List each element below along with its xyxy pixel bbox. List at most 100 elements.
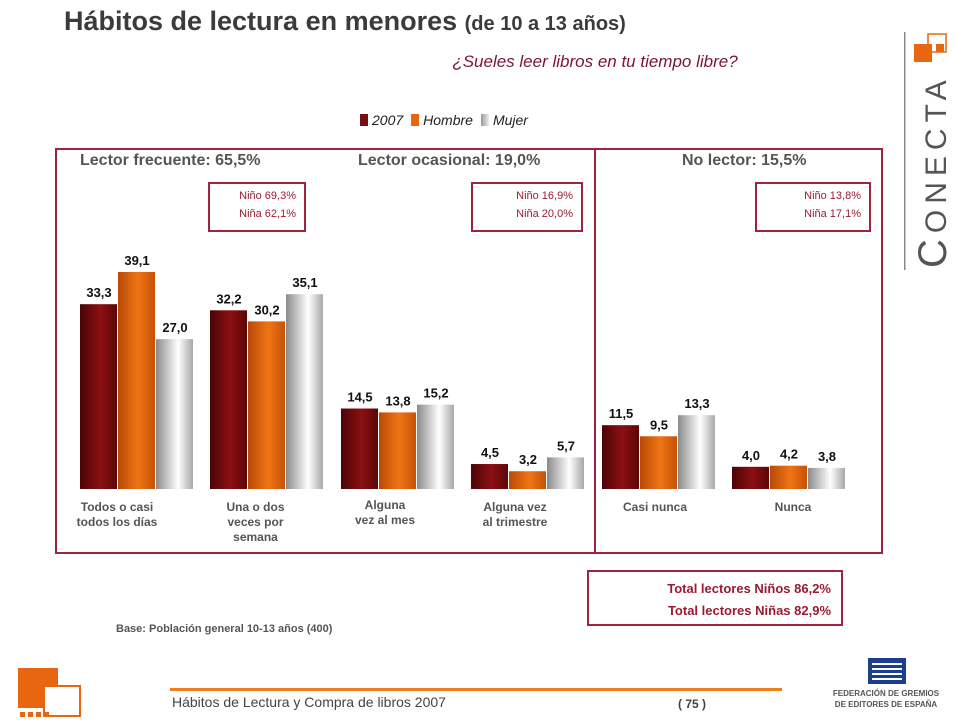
footer-dot [44,712,49,717]
note-box-nolector: Niño 13,8% Niña 17,1% [755,182,871,232]
category-line: al trimestre [482,515,548,529]
bar-2007-3 [471,464,508,489]
segment-title-ocasional: Lector ocasional: 19,0% [358,152,541,169]
category-label-nunca: Nunca [738,500,848,515]
bar-2007-0 [80,304,117,489]
fed-line: FEDERACIÓN DE GREMIOS [832,689,940,698]
data-label-mujer-2: 15,2 [423,386,448,401]
page-title: Hábitos de lectura en menores (de 10 a 1… [64,6,626,37]
category-line: vez al mes [354,513,416,527]
logo-text: CONECTA [911,74,955,268]
footer-square-outline [43,685,81,717]
data-label-2007-0: 33,3 [86,285,111,300]
legend-item-mujer: Mujer [480,112,528,128]
data-label-mujer-5: 3,8 [818,449,836,464]
logo-rule [904,32,906,270]
legend-label-2007: 2007 [372,112,404,128]
data-label-hombre-2: 13,8 [385,393,410,408]
data-label-hombre-5: 4,2 [780,447,798,462]
note-nina: Niña 20,0% [516,208,573,220]
footer-dot [36,712,41,717]
legend-item-hombre: Hombre [411,112,473,128]
bar-hombre-0 [118,271,155,489]
category-label-casi-nunca: Casi nunca [600,500,710,515]
category-line: semana [233,530,278,544]
data-label-hombre-0: 39,1 [124,253,149,268]
segment-title-nolector: No lector: 15,5% [682,152,807,169]
bar-hombre-4 [640,436,677,489]
data-label-hombre-3: 3,2 [519,452,537,467]
footer-dot [20,712,25,717]
bar-mujer-4 [678,415,715,489]
category-line: Todos o casi [80,500,154,514]
page-number: ( 75 ) [678,697,707,711]
data-label-mujer-3: 5,7 [557,438,575,453]
bar-mujer-0 [156,339,193,489]
category-line: Casi nunca [622,500,688,514]
legend-label-hombre: Hombre [423,112,473,128]
data-label-mujer-0: 27,0 [162,320,187,335]
data-label-hombre-4: 9,5 [650,417,668,432]
chart-legend: 2007 Hombre Mujer [360,112,528,128]
conecta-logo: CONECTA [904,32,955,270]
total-ninas: Total lectores Niñas 82,9% [667,603,831,618]
data-label-mujer-4: 13,3 [684,396,709,411]
data-label-2007-5: 4,0 [742,448,760,463]
legend-swatch-2007 [360,114,368,126]
note-nino: Niño 16,9% [516,190,573,202]
bar-hombre-2 [379,412,416,489]
federacion-text: FEDERACIÓN DE GREMIOS DE EDITORES DE ESP… [822,688,950,710]
note-box-ocasional: Niño 16,9% Niña 20,0% [471,182,583,232]
category-line: Alguna [364,498,406,512]
bar-mujer-5 [808,467,845,489]
data-label-2007-4: 11,5 [609,406,634,421]
data-label-2007-2: 14,5 [347,390,372,405]
logo-square-small [936,44,944,52]
bar-2007-4 [602,425,639,489]
category-label-todos: Todos o casi todos los días [62,500,172,530]
survey-question: ¿Sueles leer libros en tu tiempo libre? [452,52,738,71]
fed-mark-lines [872,663,902,680]
data-label-2007-1: 32,2 [216,291,241,306]
category-line: Una o dos [226,500,285,514]
note-nino: Niño 69,3% [239,190,296,202]
note-nina: Niña 62,1% [239,208,296,220]
bar-2007-5 [732,466,769,489]
category-label-mes: Alguna vez al mes [330,498,440,528]
no-lector-frame [594,148,883,554]
segment-title-frecuente: Lector frecuente: 65,5% [80,152,261,169]
data-label-2007-3: 4,5 [481,445,499,460]
category-label-semana: Una o dos veces por semana [198,500,313,545]
legend-label-mujer: Mujer [492,112,528,128]
fed-line: DE EDITORES DE ESPAÑA [834,700,938,709]
base-note: Base: Población general 10-13 años (400) [116,623,333,635]
category-line: Nunca [774,500,812,514]
note-box-frecuente: Niño 69,3% Niña 62,1% [208,182,306,232]
data-label-mujer-1: 35,1 [292,275,317,290]
fed-mark-bg [868,658,906,684]
title-sub: (de 10 a 13 años) [464,13,626,35]
title-main: Hábitos de lectura en menores [64,6,458,36]
bar-2007-1 [210,310,247,489]
note-nina: Niña 17,1% [804,208,861,220]
bar-2007-2 [341,408,378,489]
bar-mujer-1 [286,294,323,489]
category-label-trimestre: Alguna vez al trimestre [460,500,570,530]
footer-rule [170,688,782,691]
totals-box: Total lectores Niños 86,2% Total lectore… [587,570,843,626]
category-line: todos los días [76,515,158,529]
bar-hombre-3 [509,471,546,489]
logo-square-orange [914,44,932,62]
footer-text: Hábitos de Lectura y Compra de libros 20… [172,694,446,710]
bar-mujer-2 [417,404,454,489]
footer-logo-squares [18,668,81,717]
legend-swatch-mujer [480,114,489,126]
bar-hombre-1 [248,321,285,489]
footer-dot [28,712,33,717]
note-nino: Niño 13,8% [804,190,861,202]
bar-hombre-5 [770,465,807,489]
category-line: Alguna vez [483,500,547,514]
total-ninos: Total lectores Niños 86,2% [667,581,831,596]
legend-swatch-hombre [411,114,420,126]
